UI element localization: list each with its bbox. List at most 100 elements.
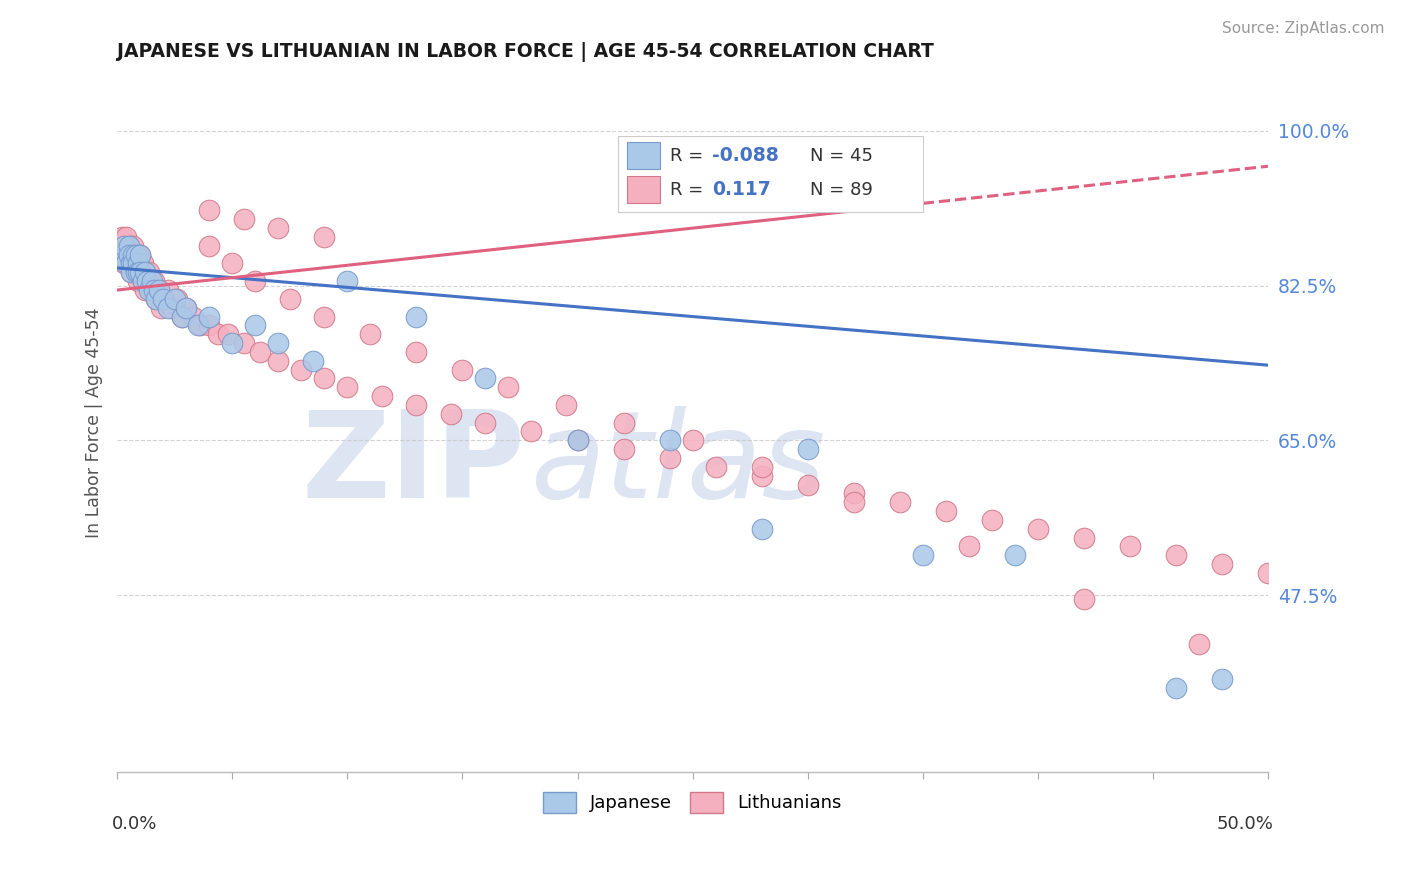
Point	[136, 274, 159, 288]
Point	[198, 310, 221, 324]
Text: atlas: atlas	[531, 406, 827, 523]
Point	[796, 477, 818, 491]
Text: 0.0%: 0.0%	[111, 815, 157, 833]
Text: Source: ZipAtlas.com: Source: ZipAtlas.com	[1222, 21, 1385, 36]
Point	[124, 265, 146, 279]
Point	[111, 247, 134, 261]
Point	[405, 310, 427, 324]
Point	[232, 212, 254, 227]
Point	[682, 434, 704, 448]
Point	[115, 256, 138, 270]
Point	[152, 292, 174, 306]
Point	[118, 239, 141, 253]
Point	[1073, 531, 1095, 545]
Point	[704, 459, 727, 474]
Point	[336, 274, 359, 288]
Point	[148, 283, 170, 297]
Point	[911, 548, 934, 562]
Point	[957, 540, 980, 554]
Point	[1211, 557, 1233, 571]
Point	[122, 256, 145, 270]
Point	[474, 416, 496, 430]
Point	[111, 230, 134, 244]
Point	[314, 371, 336, 385]
Point	[842, 486, 865, 500]
Point	[138, 283, 160, 297]
Point	[115, 230, 138, 244]
Point	[115, 247, 138, 261]
Text: ZIP: ZIP	[302, 406, 526, 523]
Legend: Japanese, Lithuanians: Japanese, Lithuanians	[536, 785, 849, 820]
Point	[1119, 540, 1142, 554]
Text: 50.0%: 50.0%	[1216, 815, 1274, 833]
Point	[498, 380, 520, 394]
Point	[120, 265, 142, 279]
Point	[129, 247, 152, 261]
Point	[1188, 637, 1211, 651]
Point	[152, 292, 174, 306]
Point	[405, 345, 427, 359]
Point	[170, 310, 193, 324]
Point	[301, 353, 323, 368]
Point	[359, 327, 381, 342]
Point	[122, 239, 145, 253]
Point	[567, 434, 589, 448]
Point	[451, 362, 474, 376]
Point	[149, 301, 172, 315]
Point	[148, 283, 170, 297]
Point	[134, 265, 156, 279]
Point	[198, 318, 221, 333]
Point	[187, 318, 209, 333]
Point	[127, 256, 149, 270]
Point	[111, 247, 134, 261]
Point	[1257, 566, 1279, 580]
Point	[751, 468, 773, 483]
Point	[751, 459, 773, 474]
Point	[232, 336, 254, 351]
Point	[612, 442, 634, 457]
Point	[278, 292, 301, 306]
Point	[188, 318, 211, 333]
Point	[612, 416, 634, 430]
Point	[131, 274, 153, 288]
Point	[796, 442, 818, 457]
Point	[127, 265, 149, 279]
Point	[245, 318, 267, 333]
Point	[889, 495, 911, 509]
Point	[131, 274, 153, 288]
Point	[118, 247, 141, 261]
Point	[842, 495, 865, 509]
Point	[267, 336, 290, 351]
Point	[520, 425, 543, 439]
Point	[118, 256, 141, 270]
Point	[935, 504, 957, 518]
Point	[245, 274, 267, 288]
Point	[440, 407, 463, 421]
Point	[249, 345, 271, 359]
Text: JAPANESE VS LITHUANIAN IN LABOR FORCE | AGE 45-54 CORRELATION CHART: JAPANESE VS LITHUANIAN IN LABOR FORCE | …	[117, 42, 934, 62]
Point	[124, 265, 146, 279]
Point	[129, 247, 152, 261]
Point	[112, 256, 135, 270]
Point	[314, 310, 336, 324]
Point	[145, 292, 167, 306]
Point	[112, 239, 135, 253]
Point	[1164, 681, 1187, 695]
Y-axis label: In Labor Force | Age 45-54: In Labor Force | Age 45-54	[86, 308, 103, 538]
Point	[120, 256, 142, 270]
Point	[108, 239, 131, 253]
Point	[555, 398, 578, 412]
Point	[129, 265, 152, 279]
Point	[145, 292, 167, 306]
Point	[474, 371, 496, 385]
Point	[136, 274, 159, 288]
Point	[131, 256, 153, 270]
Point	[174, 301, 197, 315]
Point	[405, 398, 427, 412]
Point	[124, 247, 146, 261]
Point	[980, 513, 1002, 527]
Point	[127, 274, 149, 288]
Point	[267, 221, 290, 235]
Point	[221, 336, 243, 351]
Point	[122, 256, 145, 270]
